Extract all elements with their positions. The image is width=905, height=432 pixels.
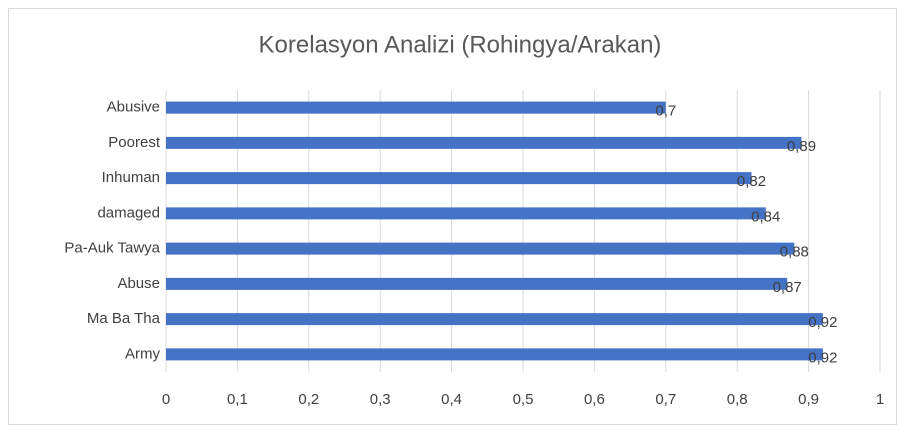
- y-tick-label: Ma Ba Tha: [87, 310, 161, 327]
- bar: [166, 348, 823, 361]
- data-label: 0,92: [808, 314, 837, 331]
- x-tick-label: 0,1: [227, 391, 248, 408]
- bar: [166, 277, 788, 290]
- x-tick-label: 1: [876, 391, 884, 408]
- data-label: 0,88: [780, 244, 809, 261]
- chart-title: Korelasyon Analizi (Rohingya/Arakan): [259, 31, 662, 58]
- y-tick-label: Pa-Auk Tawya: [64, 240, 160, 257]
- y-tick-label: Army: [125, 345, 160, 362]
- bar: [166, 136, 802, 149]
- bar: [166, 172, 752, 185]
- x-tick-label: 0,4: [441, 391, 462, 408]
- bar: [166, 313, 823, 326]
- y-tick-label: Abusive: [107, 99, 160, 116]
- x-tick-label: 0: [162, 391, 170, 408]
- x-tick-label: 0,8: [727, 391, 748, 408]
- data-label: 0,7: [655, 103, 676, 120]
- bar: [166, 101, 666, 114]
- y-tick-label: Inhuman: [102, 169, 160, 186]
- y-tick-label: Abuse: [117, 275, 160, 292]
- x-tick-label: 0,6: [584, 391, 605, 408]
- x-tick-label: 0,7: [655, 391, 676, 408]
- data-label: 0,89: [787, 138, 816, 155]
- data-label: 0,87: [773, 279, 802, 296]
- x-tick-label: 0,3: [370, 391, 391, 408]
- x-tick-label: 0,2: [298, 391, 319, 408]
- x-tick-label: 0,9: [798, 391, 819, 408]
- y-tick-label: damaged: [97, 204, 160, 221]
- x-tick-label: 0,5: [513, 391, 534, 408]
- data-label: 0,84: [751, 208, 780, 225]
- data-label: 0,92: [808, 349, 837, 366]
- y-tick-label: Poorest: [108, 134, 161, 151]
- bar: [166, 207, 766, 220]
- data-label: 0,82: [737, 173, 766, 190]
- bar: [166, 242, 795, 255]
